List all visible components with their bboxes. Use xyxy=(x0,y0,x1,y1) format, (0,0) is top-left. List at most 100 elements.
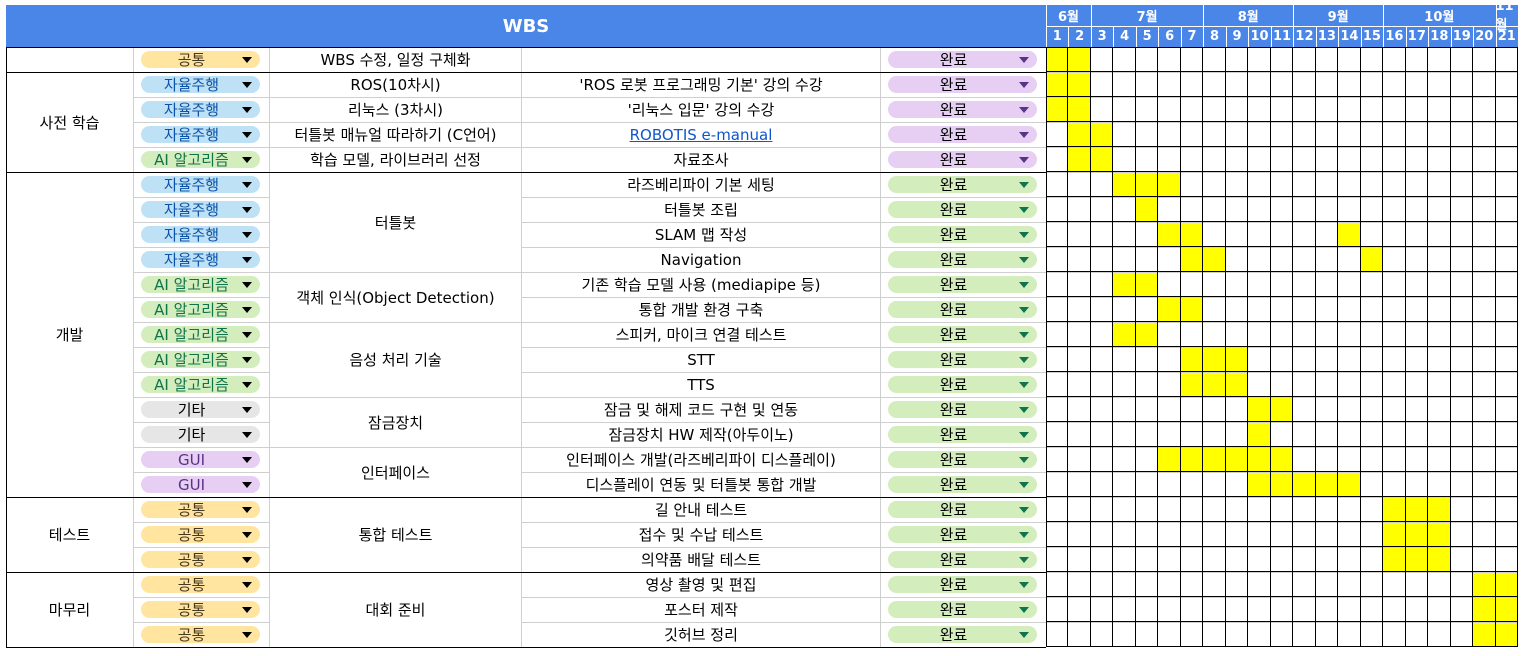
category-dropdown[interactable]: AI 알고리즘 xyxy=(141,301,260,319)
status-dropdown[interactable]: 완료 xyxy=(888,426,1037,444)
chevron-down-icon xyxy=(1019,231,1029,238)
schedule-cell-highlight xyxy=(1068,72,1091,97)
status-dropdown[interactable]: 완료 xyxy=(888,476,1037,494)
grid-divider xyxy=(1134,47,1136,647)
status-dropdown[interactable]: 완료 xyxy=(888,101,1037,119)
status-label: 완료 xyxy=(939,76,968,94)
status-dropdown[interactable]: 완료 xyxy=(888,551,1037,569)
category-dropdown[interactable]: 공통 xyxy=(141,626,260,644)
chevron-down-icon xyxy=(242,331,252,338)
category-dropdown[interactable]: AI 알고리즘 xyxy=(141,351,260,369)
row-divider xyxy=(521,147,1518,148)
header-divider xyxy=(1225,26,1227,47)
task-cell: 접수 및 수납 테스트 xyxy=(638,526,764,544)
status-dropdown[interactable]: 완료 xyxy=(888,176,1037,194)
task-cell: 디스플레이 연동 및 터틀봇 통합 개발 xyxy=(585,476,817,494)
category-dropdown[interactable]: 자율주행 xyxy=(141,251,260,269)
chevron-down-icon xyxy=(1019,606,1029,613)
category-dropdown[interactable]: 자율주행 xyxy=(141,201,260,219)
task-cell: 인터페이스 개발(라즈베리파이 디스플레이) xyxy=(566,451,836,469)
status-dropdown[interactable]: 완료 xyxy=(888,151,1037,169)
chevron-down-icon xyxy=(242,431,252,438)
group-label: 터틀봇 xyxy=(374,213,417,232)
category-dropdown[interactable]: 자율주행 xyxy=(141,176,260,194)
chevron-down-icon xyxy=(242,631,252,638)
grid-divider xyxy=(1359,47,1361,647)
category-dropdown[interactable]: AI 알고리즘 xyxy=(141,151,260,169)
grid-row-line xyxy=(1046,296,1518,297)
status-dropdown[interactable]: 완료 xyxy=(888,201,1037,219)
category-dropdown[interactable]: 자율주행 xyxy=(141,76,260,94)
grid-row-line xyxy=(1046,471,1518,472)
status-dropdown[interactable]: 완료 xyxy=(888,376,1037,394)
status-dropdown[interactable]: 완료 xyxy=(888,301,1037,319)
category-dropdown[interactable]: 기타 xyxy=(141,401,260,419)
schedule-cell-highlight xyxy=(1495,622,1518,647)
schedule-cell-highlight xyxy=(1495,572,1518,597)
chevron-down-icon xyxy=(242,506,252,513)
chevron-down-icon xyxy=(1019,381,1029,388)
header-divider xyxy=(1270,26,1272,47)
chevron-down-icon xyxy=(242,181,252,188)
row-divider xyxy=(521,597,1518,598)
status-dropdown[interactable]: 완료 xyxy=(888,251,1037,269)
row-divider xyxy=(521,197,1518,198)
status-label: 완료 xyxy=(939,526,968,544)
grid-row-line xyxy=(1046,421,1518,422)
category-dropdown[interactable]: 기타 xyxy=(141,426,260,444)
category-dropdown[interactable]: 공통 xyxy=(141,601,260,619)
month-header: 9월 xyxy=(1327,10,1349,25)
status-dropdown[interactable]: 완료 xyxy=(888,501,1037,519)
status-dropdown[interactable]: 완료 xyxy=(888,351,1037,369)
schedule-cell-highlight xyxy=(1248,397,1271,422)
status-dropdown[interactable]: 완료 xyxy=(888,76,1037,94)
status-dropdown[interactable]: 완료 xyxy=(888,276,1037,294)
row-divider xyxy=(133,372,269,373)
chevron-down-icon xyxy=(242,606,252,613)
header-divider xyxy=(1135,26,1137,47)
category-dropdown[interactable]: 자율주행 xyxy=(141,226,260,244)
category-dropdown[interactable]: 공통 xyxy=(141,526,260,544)
chevron-down-icon xyxy=(1019,406,1029,413)
category-dropdown[interactable]: 공통 xyxy=(141,576,260,594)
task-link[interactable]: ROBOTIS e-manual xyxy=(629,125,773,144)
grid-row-line xyxy=(1046,621,1518,622)
category-dropdown[interactable]: 자율주행 xyxy=(141,101,260,119)
grid-row-line xyxy=(1046,521,1518,522)
category-label: 자율주행 xyxy=(163,201,220,219)
status-dropdown[interactable]: 완료 xyxy=(888,51,1037,69)
status-dropdown[interactable]: 완료 xyxy=(888,526,1037,544)
category-dropdown[interactable]: 공통 xyxy=(141,501,260,519)
category-dropdown[interactable]: GUI xyxy=(141,476,260,494)
phase-divider xyxy=(6,72,1046,73)
status-dropdown[interactable]: 완료 xyxy=(888,326,1037,344)
category-dropdown[interactable]: 공통 xyxy=(141,551,260,569)
week-number: 20 xyxy=(1475,29,1494,44)
status-dropdown[interactable]: 완료 xyxy=(888,451,1037,469)
group-label: 리눅스 (3차시) xyxy=(347,101,444,119)
chevron-down-icon xyxy=(1019,631,1029,638)
category-dropdown[interactable]: AI 알고리즘 xyxy=(141,376,260,394)
status-dropdown[interactable]: 완료 xyxy=(888,226,1037,244)
category-dropdown[interactable]: AI 알고리즘 xyxy=(141,276,260,294)
status-dropdown[interactable]: 완료 xyxy=(888,601,1037,619)
status-label: 완료 xyxy=(939,51,968,69)
row-divider xyxy=(521,247,1518,248)
category-dropdown[interactable]: 자율주행 xyxy=(141,126,260,144)
schedule-cell-highlight xyxy=(1293,472,1316,497)
schedule-cell-highlight xyxy=(1225,347,1249,372)
status-dropdown[interactable]: 완료 xyxy=(888,126,1037,144)
category-label: 공통 xyxy=(177,626,206,644)
status-dropdown[interactable]: 완료 xyxy=(888,576,1037,594)
status-dropdown[interactable]: 완료 xyxy=(888,626,1037,644)
schedule-cell-highlight xyxy=(1158,222,1181,247)
status-dropdown[interactable]: 완료 xyxy=(888,401,1037,419)
group-label: WBS 수정, 일정 구체화 xyxy=(320,51,471,69)
header-divider xyxy=(1405,26,1407,47)
phase-label: 개발 xyxy=(55,326,84,344)
category-dropdown[interactable]: AI 알고리즘 xyxy=(141,326,260,344)
column-divider xyxy=(133,47,134,647)
grid-divider xyxy=(1314,47,1316,647)
category-dropdown[interactable]: GUI xyxy=(141,451,260,469)
category-dropdown[interactable]: 공통 xyxy=(141,51,260,69)
